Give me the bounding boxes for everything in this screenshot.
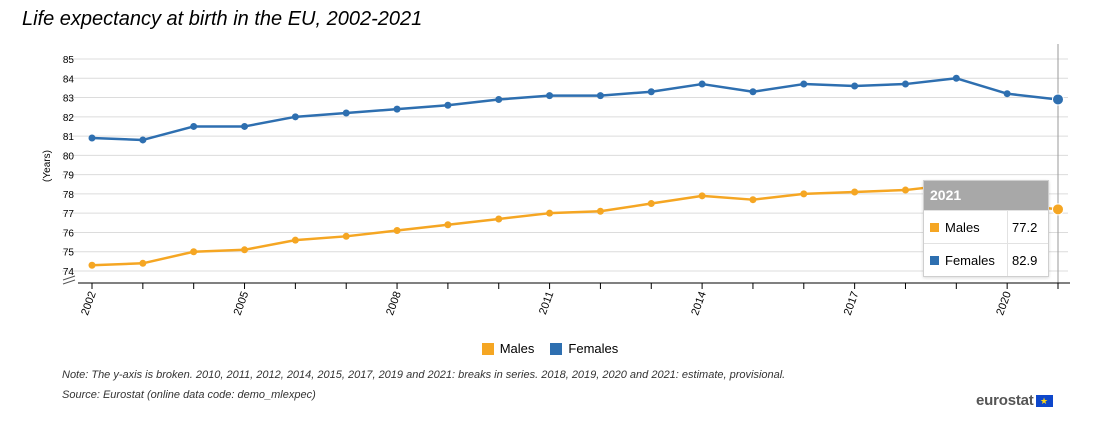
data-point-females[interactable] bbox=[393, 105, 401, 113]
legend-males-swatch-icon bbox=[481, 342, 494, 355]
y-tick-label: 80 bbox=[63, 151, 75, 162]
tooltip-males-value: 77.2 bbox=[1007, 211, 1048, 243]
legend-item-males[interactable]: Males bbox=[481, 341, 535, 356]
tooltip-males-label: Males bbox=[945, 219, 980, 235]
data-point-males[interactable] bbox=[139, 259, 147, 267]
data-point-males[interactable] bbox=[698, 192, 706, 200]
data-point-females[interactable] bbox=[647, 88, 655, 96]
data-point-males[interactable] bbox=[393, 227, 401, 235]
females-swatch-icon bbox=[930, 255, 939, 265]
data-point-males[interactable] bbox=[800, 190, 808, 198]
tooltip-females-label: Females bbox=[945, 252, 995, 268]
data-point-females[interactable] bbox=[241, 122, 249, 130]
eu-flag-icon: ★ bbox=[1035, 394, 1053, 407]
y-tick-label: 79 bbox=[63, 171, 75, 182]
data-point-males[interactable] bbox=[596, 207, 604, 215]
data-point-males[interactable] bbox=[851, 188, 859, 196]
data-point-females[interactable] bbox=[851, 82, 859, 90]
y-tick-label: 84 bbox=[63, 74, 75, 85]
tooltip-females-value: 82.9 bbox=[1007, 244, 1048, 276]
data-point-females[interactable] bbox=[546, 92, 554, 100]
x-tick-label: 2002 bbox=[79, 290, 99, 317]
legend: Males Females bbox=[0, 341, 1100, 356]
data-point-females[interactable] bbox=[190, 122, 198, 130]
chart-source: Source: Eurostat (online data code: demo… bbox=[62, 389, 316, 401]
series-line-males bbox=[91, 183, 1059, 267]
data-point-males[interactable] bbox=[546, 209, 554, 217]
y-tick-label: 74 bbox=[63, 267, 75, 278]
data-point-females[interactable] bbox=[139, 136, 147, 144]
y-tick-label: 82 bbox=[63, 113, 75, 124]
y-tick-label: 83 bbox=[63, 94, 75, 105]
data-point-females[interactable] bbox=[749, 88, 757, 96]
chart-title: Life expectancy at birth in the EU, 2002… bbox=[22, 8, 423, 30]
axis-break-mark bbox=[62, 275, 76, 281]
legend-females-swatch-icon bbox=[550, 342, 563, 355]
data-point-males[interactable] bbox=[901, 186, 909, 194]
tooltip-row-females: Females 82.9 bbox=[924, 243, 1048, 276]
x-tick-label: 2020 bbox=[994, 290, 1014, 317]
data-point-males[interactable] bbox=[647, 200, 655, 208]
x-axis: 2002 2005 2008 2011 2014 2017 2020 bbox=[78, 282, 1070, 317]
data-point-males[interactable] bbox=[444, 221, 452, 229]
data-point-males[interactable] bbox=[1052, 203, 1064, 216]
data-point-females[interactable] bbox=[952, 74, 960, 82]
eurostat-logo: eurostat ★ bbox=[976, 392, 1053, 409]
data-point-males[interactable] bbox=[88, 261, 96, 269]
y-tick-label: 77 bbox=[63, 209, 75, 220]
tooltip-row-males: Males 77.2 bbox=[924, 210, 1048, 243]
data-point-females[interactable] bbox=[800, 80, 808, 88]
y-tick-label: 85 bbox=[63, 55, 75, 66]
grid-lines bbox=[62, 44, 1068, 283]
tooltip: 2021 Males 77.2 Females 82.9 bbox=[923, 180, 1049, 277]
y-tick-label: 81 bbox=[63, 132, 75, 143]
axis-break-mark bbox=[62, 279, 76, 285]
tooltip-year: 2021 bbox=[924, 181, 1048, 210]
x-tick-label: 2014 bbox=[689, 290, 709, 317]
data-point-males[interactable] bbox=[342, 232, 350, 240]
legend-females-label: Females bbox=[568, 341, 619, 356]
data-point-females[interactable] bbox=[291, 113, 299, 121]
data-point-females[interactable] bbox=[1052, 93, 1064, 106]
data-point-males[interactable] bbox=[749, 196, 757, 204]
data-point-females[interactable] bbox=[901, 80, 909, 88]
x-tick-label: 2017 bbox=[842, 290, 862, 317]
y-axis-label: (Years) bbox=[42, 150, 53, 182]
y-tick-label: 75 bbox=[63, 248, 75, 259]
x-tick-label: 2011 bbox=[537, 290, 556, 316]
line-chart: 74 75 76 77 78 79 80 81 82 83 84 85 2002 2005 2008 201… bbox=[42, 44, 1070, 317]
y-tick-label: 78 bbox=[63, 190, 75, 201]
data-point-males[interactable] bbox=[495, 215, 503, 223]
data-point-females[interactable] bbox=[596, 92, 604, 100]
data-point-males[interactable] bbox=[190, 248, 198, 256]
logo-text: eurostat bbox=[976, 392, 1034, 409]
legend-males-label: Males bbox=[499, 341, 535, 356]
y-axis: 74 75 76 77 78 79 80 81 82 83 84 85 bbox=[62, 55, 76, 285]
data-point-females[interactable] bbox=[88, 134, 96, 142]
data-point-males[interactable] bbox=[241, 246, 249, 254]
x-tick-label: 2008 bbox=[384, 290, 404, 317]
data-point-males[interactable] bbox=[291, 236, 299, 244]
series-group bbox=[88, 74, 1064, 269]
data-point-females[interactable] bbox=[444, 101, 452, 109]
series-line-females bbox=[91, 77, 1059, 142]
data-point-females[interactable] bbox=[342, 109, 350, 117]
chart-note: Note: The y-axis is broken. 2010, 2011, … bbox=[62, 369, 786, 381]
males-swatch-icon bbox=[930, 222, 939, 232]
x-tick-label: 2005 bbox=[232, 290, 252, 317]
data-point-females[interactable] bbox=[698, 80, 706, 88]
y-tick-label: 76 bbox=[63, 228, 75, 239]
data-point-females[interactable] bbox=[495, 95, 503, 103]
legend-item-females[interactable]: Females bbox=[550, 341, 618, 356]
data-point-females[interactable] bbox=[1003, 90, 1011, 98]
